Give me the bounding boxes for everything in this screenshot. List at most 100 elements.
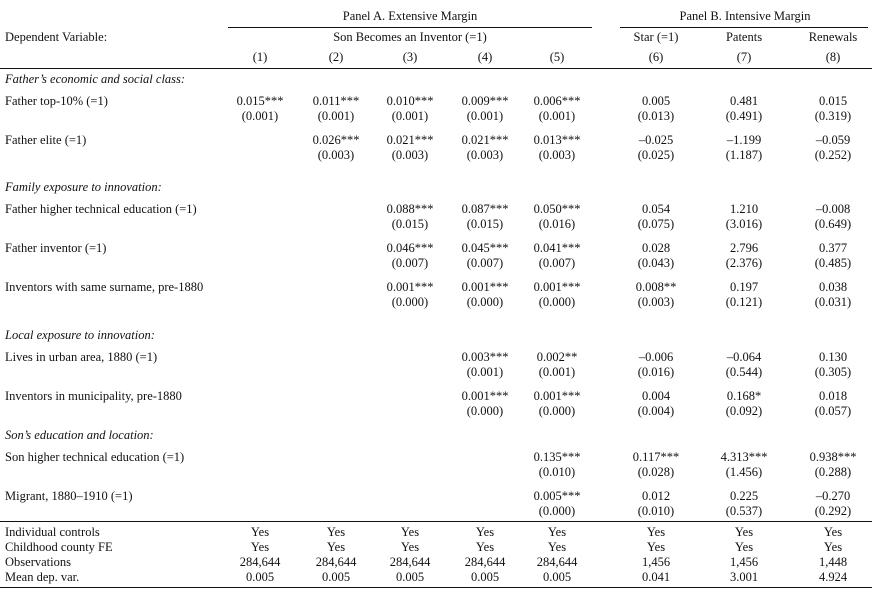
section-title: Father’s economic and social class: bbox=[5, 72, 186, 86]
standard-error: (0.003) bbox=[538, 148, 576, 162]
standard-error: (0.001) bbox=[391, 109, 429, 123]
footer-value: Yes bbox=[823, 540, 843, 554]
standard-error: (0.025) bbox=[637, 148, 675, 162]
footer-value: 0.005 bbox=[321, 570, 351, 584]
coefficient: 0.015 bbox=[818, 94, 848, 108]
coefficient: 0.117*** bbox=[632, 450, 680, 464]
standard-error: (0.001) bbox=[241, 109, 279, 123]
standard-error: (0.007) bbox=[391, 256, 429, 270]
coefficient: 0.026*** bbox=[312, 133, 360, 147]
row-label: Father top-10% (=1) bbox=[5, 94, 108, 108]
footer-value: Yes bbox=[646, 525, 666, 539]
header-bottom-rule bbox=[0, 68, 872, 69]
coefficient: 0.087*** bbox=[461, 202, 509, 216]
footer-value: 0.005 bbox=[542, 570, 572, 584]
coefficient: –0.025 bbox=[638, 133, 674, 147]
standard-error: (0.003) bbox=[637, 295, 675, 309]
footer-value: Yes bbox=[400, 525, 420, 539]
panel-b-title: Panel B. Intensive Margin bbox=[679, 9, 811, 23]
footer-value: Yes bbox=[250, 525, 270, 539]
standard-error: (0.003) bbox=[317, 148, 355, 162]
footer-value: Yes bbox=[475, 540, 495, 554]
coefficient: –1.199 bbox=[726, 133, 762, 147]
standard-error: (0.001) bbox=[466, 365, 504, 379]
standard-error: (0.007) bbox=[466, 256, 504, 270]
standard-error: (0.003) bbox=[466, 148, 504, 162]
coefficient: 0.006*** bbox=[533, 94, 581, 108]
coefficient: –0.059 bbox=[815, 133, 851, 147]
section-title: Son’s education and location: bbox=[5, 428, 154, 442]
coefficient: 0.001*** bbox=[533, 280, 581, 294]
standard-error: (0.004) bbox=[637, 404, 675, 418]
standard-error: (0.016) bbox=[538, 217, 576, 231]
coefficient: 4.313*** bbox=[720, 450, 768, 464]
coefficient: 0.197 bbox=[729, 280, 759, 294]
standard-error: (0.491) bbox=[725, 109, 763, 123]
panel-a-rule bbox=[228, 27, 592, 28]
row-label: Father elite (=1) bbox=[5, 133, 87, 147]
row-label: Inventors in municipality, pre-1880 bbox=[5, 389, 182, 403]
standard-error: (0.001) bbox=[317, 109, 355, 123]
footer-value: Yes bbox=[326, 540, 346, 554]
standard-error: (0.121) bbox=[725, 295, 763, 309]
standard-error: (0.319) bbox=[814, 109, 852, 123]
footer-value: Yes bbox=[734, 525, 754, 539]
row-label: Son higher technical education (=1) bbox=[5, 450, 185, 464]
standard-error: (0.001) bbox=[538, 365, 576, 379]
standard-error: (0.031) bbox=[814, 295, 852, 309]
standard-error: (0.252) bbox=[814, 148, 852, 162]
column-number: (3) bbox=[402, 50, 418, 64]
coefficient: 0.013*** bbox=[533, 133, 581, 147]
standard-error: (0.544) bbox=[725, 365, 763, 379]
standard-error: (0.000) bbox=[538, 295, 576, 309]
footer-value: Yes bbox=[646, 540, 666, 554]
footer-value: Yes bbox=[547, 525, 567, 539]
standard-error: (0.305) bbox=[814, 365, 852, 379]
coefficient: 0.377 bbox=[818, 241, 848, 255]
panel-a-dep-var: Son Becomes an Inventor (=1) bbox=[333, 30, 487, 44]
standard-error: (0.003) bbox=[391, 148, 429, 162]
footer-value: 1,456 bbox=[729, 555, 759, 569]
footer-value: Yes bbox=[475, 525, 495, 539]
column-number: (4) bbox=[477, 50, 493, 64]
standard-error: (0.010) bbox=[538, 465, 576, 479]
coefficient: 0.001*** bbox=[461, 389, 509, 403]
standard-error: (1.187) bbox=[725, 148, 763, 162]
coefficient: 0.130 bbox=[818, 350, 848, 364]
standard-error: (0.057) bbox=[814, 404, 852, 418]
section-title: Family exposure to innovation: bbox=[5, 180, 162, 194]
coefficient: 0.021*** bbox=[386, 133, 434, 147]
coefficient: 0.018 bbox=[818, 389, 848, 403]
panel-b-dep-var: Renewals bbox=[808, 30, 858, 44]
coefficient: –0.270 bbox=[815, 489, 851, 503]
standard-error: (0.000) bbox=[391, 295, 429, 309]
row-label: Migrant, 1880–1910 (=1) bbox=[5, 489, 133, 503]
footer-value: 284,644 bbox=[315, 555, 357, 569]
coefficient: 0.004 bbox=[641, 389, 671, 403]
coefficient: 0.168* bbox=[726, 389, 762, 403]
coefficient: 0.045*** bbox=[461, 241, 509, 255]
row-label: Father inventor (=1) bbox=[5, 241, 107, 255]
standard-error: (0.537) bbox=[725, 504, 763, 518]
footer-value: 284,644 bbox=[536, 555, 578, 569]
footer-value: 0.041 bbox=[641, 570, 671, 584]
coefficient: 0.054 bbox=[641, 202, 671, 216]
coefficient: 0.041*** bbox=[533, 241, 581, 255]
standard-error: (0.010) bbox=[637, 504, 675, 518]
standard-error: (0.007) bbox=[538, 256, 576, 270]
footer-value: Yes bbox=[823, 525, 843, 539]
standard-error: (2.376) bbox=[725, 256, 763, 270]
panel-b-rule bbox=[620, 27, 868, 28]
panel-b-dep-var: Patents bbox=[725, 30, 763, 44]
coefficient: 0.938*** bbox=[809, 450, 857, 464]
footer-top-rule bbox=[0, 521, 872, 522]
row-label: Inventors with same surname, pre-1880 bbox=[5, 280, 204, 294]
footer-value: Yes bbox=[400, 540, 420, 554]
coefficient: 0.481 bbox=[729, 94, 759, 108]
footer-label: Observations bbox=[5, 555, 71, 569]
column-number: (1) bbox=[252, 50, 268, 64]
footer-value: 0.005 bbox=[245, 570, 275, 584]
standard-error: (0.288) bbox=[814, 465, 852, 479]
coefficient: 0.009*** bbox=[461, 94, 509, 108]
panel-a-title: Panel A. Extensive Margin bbox=[342, 9, 478, 23]
